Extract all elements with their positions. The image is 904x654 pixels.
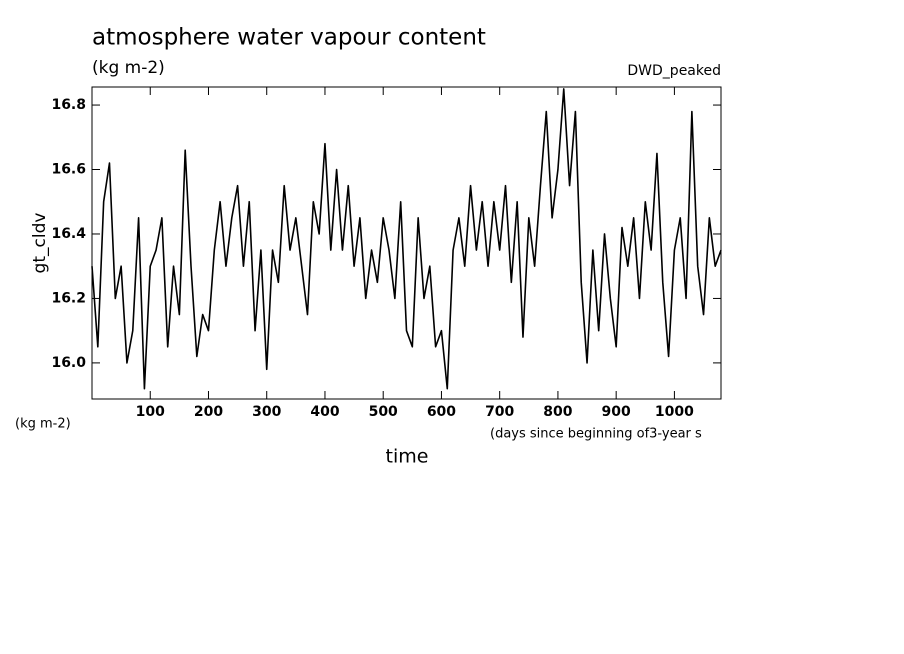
chart-title: atmosphere water vapour content: [92, 25, 486, 51]
y-units: (kg m-2): [15, 417, 71, 432]
x-tick-label: 600: [427, 404, 456, 420]
x-tick-label: 100: [136, 404, 165, 420]
x-tick-label: 800: [543, 404, 572, 420]
x-label: time: [386, 446, 429, 468]
plot-frame: [91, 86, 722, 400]
x-tick-label: 900: [602, 404, 631, 420]
y-tick-label: 16.6: [51, 162, 86, 178]
y-label: gt_cldv: [30, 213, 50, 274]
annotation: DWD_peaked: [627, 63, 721, 79]
x-units: (days since beginning of3-year s: [490, 427, 702, 442]
x-tick-label: 500: [369, 404, 398, 420]
y-tick-label: 16.2: [51, 290, 86, 306]
x-tick-label: 200: [194, 404, 223, 420]
y-tick-label: 16.0: [51, 355, 86, 371]
line: [91, 88, 722, 390]
x-tick-label: 700: [485, 404, 514, 420]
x-tick-label: 400: [310, 404, 339, 420]
y-tick-label: 16.4: [51, 226, 86, 242]
x-tick-label: 300: [252, 404, 281, 420]
y-tick-label: 16.8: [51, 97, 86, 113]
units: (kg m-2): [92, 58, 165, 78]
x-tick-label: 1000: [655, 404, 694, 420]
